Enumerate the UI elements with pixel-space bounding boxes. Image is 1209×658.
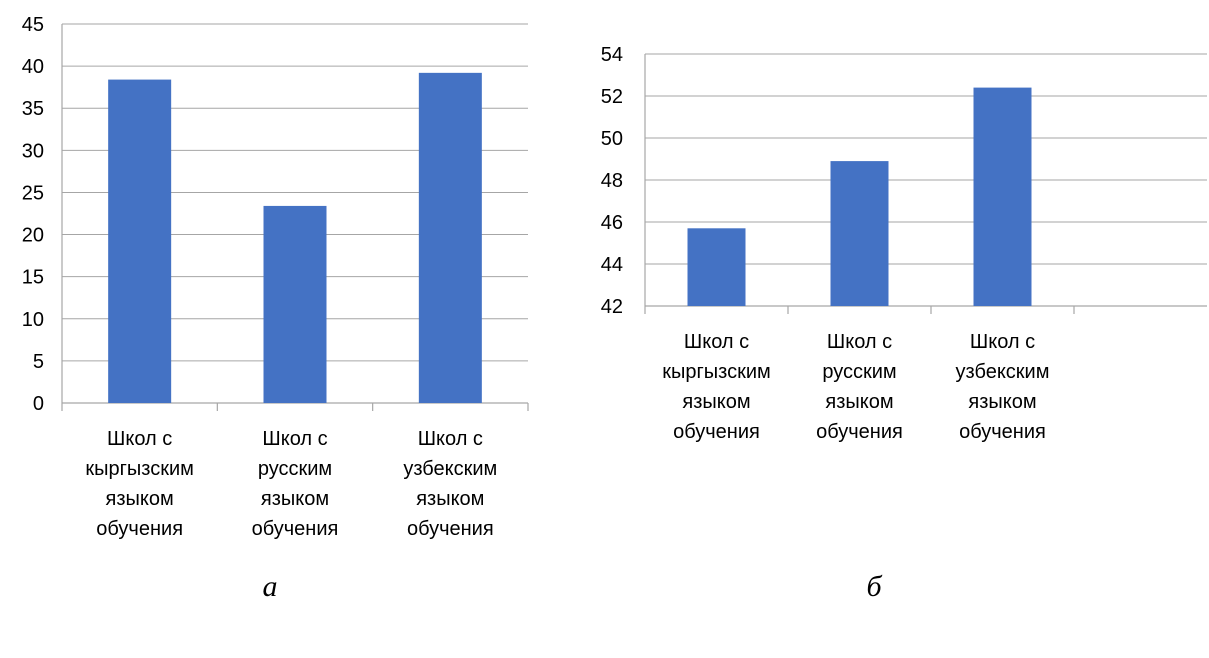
y-tick-label: 5 <box>33 351 44 373</box>
bar <box>687 228 746 306</box>
y-tick-label: 46 <box>601 212 623 234</box>
y-tick-label: 48 <box>601 170 623 192</box>
y-tick-label: 52 <box>601 86 623 108</box>
bar <box>108 79 172 403</box>
bar <box>418 72 482 404</box>
y-tick-label: 35 <box>22 98 44 120</box>
bar <box>263 205 327 403</box>
bar <box>830 161 889 306</box>
category-label: Школ с узбекским языком обучения <box>403 428 497 540</box>
y-tick-label: 44 <box>601 254 623 276</box>
category-label: Школ с кыргызским языком обучения <box>662 331 771 443</box>
y-tick-label: 10 <box>22 309 44 331</box>
y-tick-label: 30 <box>22 140 44 162</box>
y-tick-label: 20 <box>22 225 44 247</box>
category-label: Школ с русским языком обучения <box>816 331 903 443</box>
y-tick-label: 25 <box>22 182 44 204</box>
y-tick-label: 0 <box>33 393 44 415</box>
category-label: Школ с русским языком обучения <box>252 428 339 540</box>
caption-a: а <box>263 570 278 603</box>
y-tick-label: 54 <box>601 44 623 66</box>
category-label: Школ с узбекским языком обучения <box>956 331 1050 443</box>
caption-b: б <box>866 570 882 603</box>
y-tick-label: 40 <box>22 56 44 78</box>
y-tick-label: 42 <box>601 296 623 318</box>
chart-b: 42 44 46 48 50 52 54 Школ с кыргызским языком обуч… <box>601 44 1207 443</box>
y-tick-label: 45 <box>22 14 44 36</box>
y-tick-label: 15 <box>22 267 44 289</box>
chart-a: 0 5 10 15 20 25 30 35 40 45 Школ с кыргызским языком… <box>22 14 529 540</box>
category-label: Школ с кыргызским языком обучения <box>85 428 194 540</box>
bar <box>973 87 1032 306</box>
y-tick-label: 50 <box>601 128 623 150</box>
